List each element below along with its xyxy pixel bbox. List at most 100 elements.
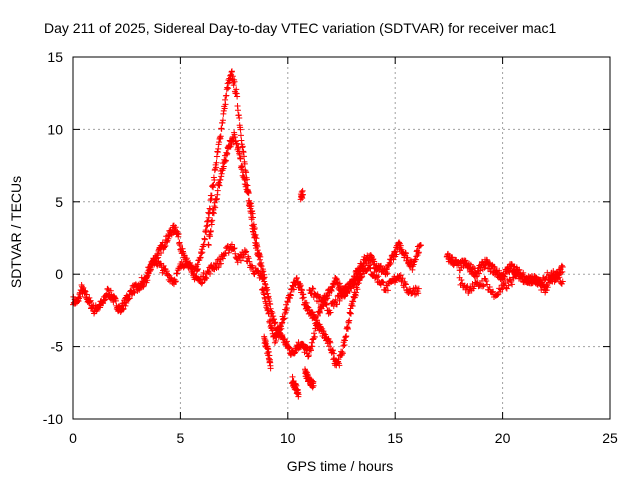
axis-ticks: 0 5 10 15 20 25 -10 -5 0 5 10 15	[43, 49, 618, 446]
data-point	[198, 280, 205, 287]
data-point	[199, 249, 206, 256]
data-point	[197, 254, 204, 261]
data-point	[559, 278, 566, 285]
data-point	[367, 265, 374, 272]
data-point	[333, 301, 340, 308]
data-point	[144, 269, 151, 276]
data-point	[343, 333, 350, 340]
data-point	[147, 266, 154, 273]
chart-title: Day 211 of 2025, Sidereal Day-to-day VTE…	[44, 20, 556, 36]
data-point	[529, 280, 536, 287]
data-point	[309, 285, 316, 292]
data-point	[279, 319, 286, 326]
data-point	[317, 309, 324, 316]
data-point	[163, 268, 170, 275]
data-point	[215, 264, 222, 271]
data-point	[373, 274, 380, 281]
data-point	[211, 176, 218, 183]
data-point	[327, 309, 334, 316]
data-point	[332, 296, 339, 303]
data-point	[283, 305, 290, 312]
data-point	[486, 283, 493, 290]
data-point	[87, 297, 94, 304]
data-point	[272, 319, 279, 326]
data-point	[397, 242, 404, 249]
data-point	[550, 268, 557, 275]
data-point	[250, 214, 257, 221]
x-tick-label: 20	[495, 430, 511, 446]
data-point	[552, 275, 559, 282]
data-point	[228, 241, 235, 248]
data-point	[150, 255, 157, 262]
data-point	[265, 309, 272, 316]
data-point	[327, 339, 334, 346]
data-point	[558, 262, 565, 269]
data-point	[143, 273, 150, 280]
data-point	[110, 298, 117, 305]
data-point	[183, 255, 190, 262]
data-point	[208, 192, 215, 199]
data-point	[257, 272, 264, 279]
data-point	[546, 275, 553, 282]
data-point	[266, 352, 273, 359]
data-point	[234, 259, 241, 266]
data-point	[203, 275, 210, 282]
data-point	[347, 310, 354, 317]
data-point	[351, 280, 358, 287]
data-point	[140, 278, 147, 285]
data-point	[543, 287, 550, 294]
data-point	[79, 283, 86, 290]
data-point	[289, 373, 296, 380]
data-point	[231, 245, 238, 252]
data-point	[256, 251, 263, 258]
data-point	[217, 256, 224, 263]
data-point	[397, 272, 404, 279]
data-point	[217, 133, 224, 140]
data-point	[249, 264, 256, 271]
data-point	[310, 382, 317, 389]
data-point	[224, 150, 231, 157]
data-point	[449, 254, 456, 261]
data-point	[196, 276, 203, 283]
data-point	[241, 160, 248, 167]
data-point	[384, 282, 391, 289]
data-point	[531, 274, 538, 281]
data-point	[509, 281, 516, 288]
data-point	[336, 362, 343, 369]
data-point	[209, 217, 216, 224]
data-point	[147, 263, 154, 270]
data-point	[158, 249, 165, 256]
data-point	[234, 140, 241, 147]
data-point	[221, 105, 228, 112]
data-point	[162, 242, 169, 249]
data-point	[309, 343, 316, 350]
data-point	[354, 286, 361, 293]
data-point	[207, 270, 214, 277]
data-point	[506, 269, 513, 276]
data-point	[297, 282, 304, 289]
data-point	[315, 298, 322, 305]
data-point	[346, 288, 353, 295]
data-point	[126, 295, 133, 302]
data-point	[515, 269, 522, 276]
y-axis-label: SDTVAR / TECUs	[8, 176, 24, 288]
data-point	[503, 285, 510, 292]
data-point	[131, 289, 138, 296]
data-point	[97, 304, 104, 311]
data-point	[165, 271, 172, 278]
data-point	[303, 344, 310, 351]
data-point	[479, 283, 486, 290]
data-point	[402, 281, 409, 288]
data-point	[457, 267, 464, 274]
data-point	[496, 267, 503, 274]
data-point	[223, 92, 230, 99]
data-point	[494, 291, 501, 298]
data-point	[172, 278, 179, 285]
data-point	[380, 279, 387, 286]
data-point	[544, 284, 551, 291]
y-tick-label: 10	[47, 121, 63, 137]
data-point	[261, 278, 268, 285]
data-point	[324, 295, 331, 302]
data-point	[239, 254, 246, 261]
y-tick-label: -5	[51, 339, 64, 355]
